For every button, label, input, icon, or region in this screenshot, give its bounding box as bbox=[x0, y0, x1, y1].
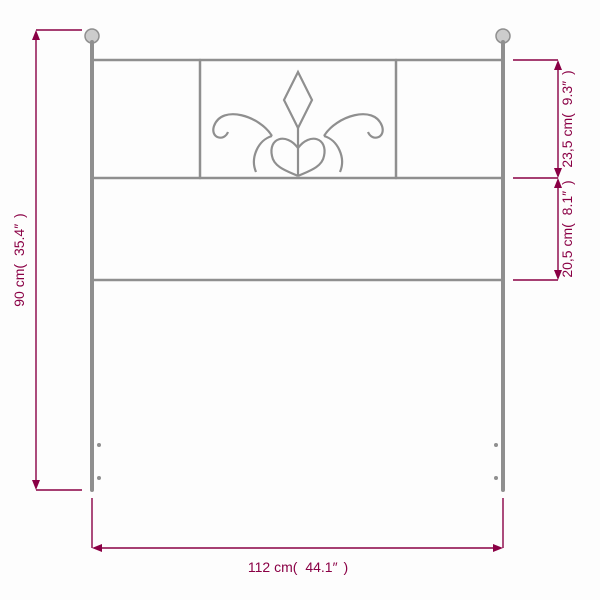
diagram-container: { "type": "dimensioned-drawing", "backgr… bbox=[0, 0, 600, 600]
hole-left-1 bbox=[97, 443, 101, 447]
hole-right-1 bbox=[494, 443, 498, 447]
dim-mid-section-label: 20,5 cm( 8.1″ ) bbox=[559, 180, 575, 277]
dim-height-total-label: 90 cm( 35.4″ ) bbox=[11, 213, 27, 306]
drawing-svg: 90 cm( 35.4″ ) 112 cm( 44.1″ ) 23,5 cm( … bbox=[0, 0, 600, 600]
dim-mid-section: 20,5 cm( 8.1″ ) bbox=[513, 178, 575, 280]
dim-top-section-label: 23,5 cm( 9.3″ ) bbox=[559, 70, 575, 167]
ornament-scroll-right bbox=[324, 114, 383, 137]
ornament-curl-left bbox=[254, 136, 272, 172]
dim-width-total-label: 112 cm( 44.1″ ) bbox=[248, 559, 348, 575]
hole-right-2 bbox=[494, 476, 498, 480]
dim-height-total: 90 cm( 35.4″ ) bbox=[11, 30, 82, 490]
ornament-diamond bbox=[284, 72, 312, 128]
ornament bbox=[213, 72, 382, 176]
ornament-lobe-left bbox=[271, 139, 298, 176]
hole-left-2 bbox=[97, 476, 101, 480]
ornament-curl-right bbox=[324, 136, 342, 172]
ornament-lobe-right bbox=[298, 139, 325, 176]
ornament-scroll-left bbox=[213, 114, 272, 137]
dim-width-total: 112 cm( 44.1″ ) bbox=[92, 498, 503, 575]
headboard-frame bbox=[85, 29, 510, 490]
dim-top-section: 23,5 cm( 9.3″ ) bbox=[513, 60, 575, 178]
